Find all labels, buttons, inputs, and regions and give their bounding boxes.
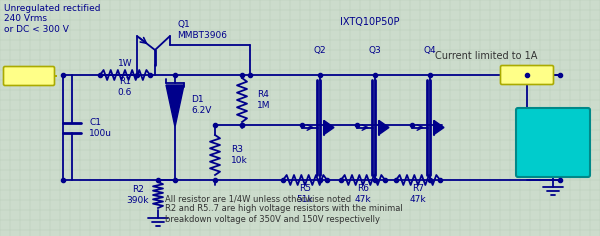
Text: Current limited to 1A: Current limited to 1A [435,51,538,61]
Text: R6
47k: R6 47k [355,184,371,204]
FancyBboxPatch shape [516,108,590,177]
Polygon shape [166,85,184,127]
Text: R7
47k: R7 47k [410,184,427,204]
Text: Output: Output [506,70,548,80]
Text: 1W: 1W [118,59,133,68]
Text: Q3: Q3 [368,46,382,55]
Text: C1
100u: C1 100u [89,118,112,138]
Polygon shape [379,121,389,135]
Text: Capacitor
bank
40,000 uF: Capacitor bank 40,000 uF [527,126,579,159]
Text: R1
0.6: R1 0.6 [118,77,132,97]
Text: Unregulated rectified
240 Vrms
or DC < 300 V: Unregulated rectified 240 Vrms or DC < 3… [4,4,101,34]
Polygon shape [324,121,334,135]
Text: All resistor are 1/4W unless otherwise noted
R2 and R5..7 are high voltage resis: All resistor are 1/4W unless otherwise n… [165,194,403,224]
Text: R5
51k: R5 51k [296,184,313,204]
FancyBboxPatch shape [500,66,554,84]
Text: Q1
MMBT3906: Q1 MMBT3906 [177,20,227,40]
Polygon shape [434,121,444,135]
Text: R4
1M: R4 1M [257,90,271,110]
Text: R3
10k: R3 10k [231,145,248,165]
Text: Q4: Q4 [424,46,436,55]
Text: IXTQ10P50P: IXTQ10P50P [340,17,400,27]
FancyBboxPatch shape [4,67,55,85]
Text: Q2: Q2 [314,46,326,55]
Text: D1
6.2V: D1 6.2V [191,95,211,115]
Text: Input: Input [13,71,44,81]
Text: R2
390k: R2 390k [127,185,149,205]
